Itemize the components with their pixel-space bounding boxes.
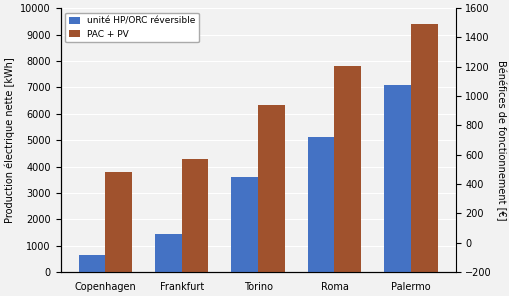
Bar	[383, 85, 410, 272]
Bar	[155, 234, 181, 272]
Bar	[231, 177, 258, 272]
Y-axis label: Production électrique nette [kWh]: Production électrique nette [kWh]	[4, 57, 15, 223]
Bar	[334, 66, 360, 272]
Legend: unité HP/ORC réversible, PAC + PV: unité HP/ORC réversible, PAC + PV	[65, 13, 199, 42]
Bar	[181, 159, 208, 272]
Bar	[105, 172, 132, 272]
Bar	[410, 24, 437, 272]
Bar	[258, 104, 284, 272]
Bar	[78, 255, 105, 272]
Y-axis label: Bénéfices de fonctionnement [€]: Bénéfices de fonctionnement [€]	[494, 60, 505, 221]
Bar	[307, 138, 334, 272]
